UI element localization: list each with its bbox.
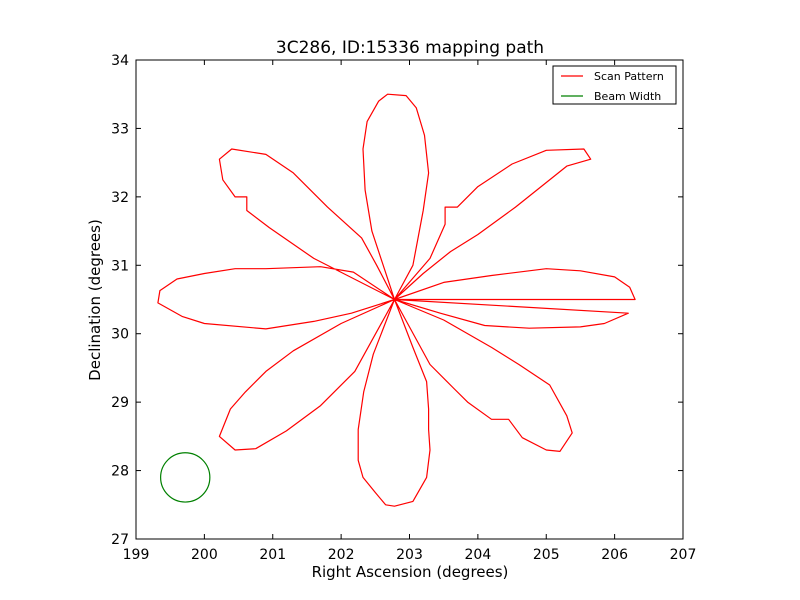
x-tick-label: 201: [259, 547, 286, 563]
y-tick-label: 29: [111, 395, 129, 411]
y-tick-label: 27: [111, 532, 129, 548]
legend-label-scan-pattern: Scan Pattern: [594, 70, 664, 83]
x-tick-label: 200: [191, 547, 218, 563]
x-tick-label: 207: [670, 547, 697, 563]
y-tick-label: 33: [111, 121, 129, 137]
x-tick-label: 199: [123, 547, 150, 563]
scan-pattern-line: [157, 93, 636, 507]
x-tick-label: 205: [533, 547, 560, 563]
chart-title: 3C286, ID:15336 mapping path: [276, 38, 544, 58]
beam-width-circle: [160, 452, 211, 503]
x-tick-label: 202: [328, 547, 355, 563]
y-tick-label: 34: [111, 53, 129, 69]
x-tick-label: 204: [465, 547, 492, 563]
legend-box: [552, 65, 677, 105]
x-tick-label: 206: [601, 547, 628, 563]
x-tick-label: 203: [396, 547, 423, 563]
legend: Scan Pattern Beam Width: [552, 65, 677, 105]
plot-frame: [135, 59, 684, 540]
y-axis-label: Declination (degrees): [86, 219, 104, 381]
y-tick-label: 28: [111, 464, 129, 480]
y-tick-label: 30: [111, 327, 129, 343]
legend-label-beam-width: Beam Width: [594, 90, 661, 103]
y-tick-label: 32: [111, 190, 129, 206]
x-axis-label: Right Ascension (degrees): [312, 563, 509, 581]
y-tick-label: 31: [111, 258, 129, 274]
